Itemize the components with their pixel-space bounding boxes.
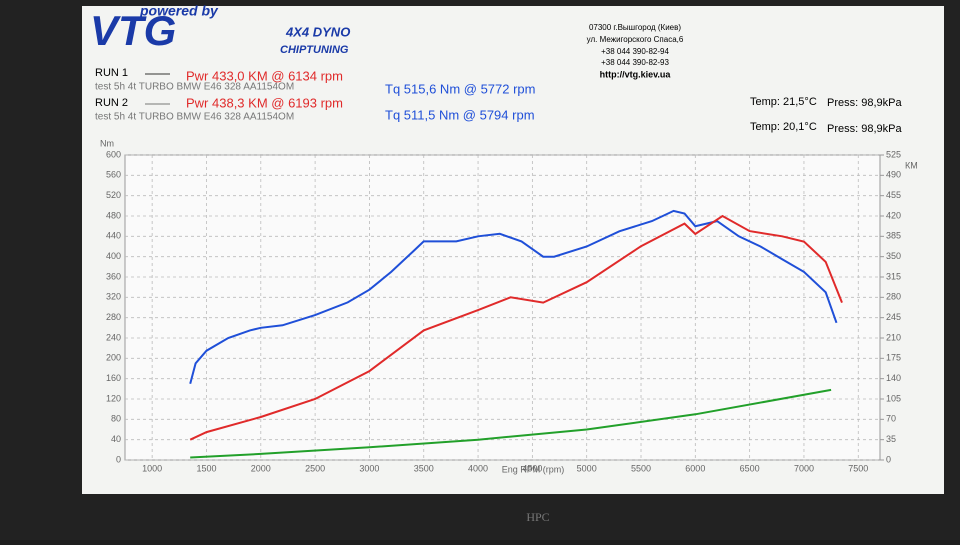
logo: VTG	[90, 7, 176, 54]
data-line	[189, 214, 843, 441]
y2-tick-label: 525	[886, 149, 901, 159]
y2-tick-label: 385	[886, 231, 901, 241]
y-tick-label: 480	[106, 210, 121, 220]
x-tick-label: 7000	[794, 463, 814, 473]
x-tick-label: 3000	[359, 463, 379, 473]
powered-by: powered by	[139, 3, 219, 19]
test-label: test 5h 4t TURBO BMW E46 328 AA1154OM	[95, 112, 294, 123]
y-tick-label: 40	[111, 434, 121, 444]
y-tick-label: 120	[106, 393, 121, 403]
x-tick-label: 6000	[685, 463, 705, 473]
x-axis-label: Eng RPM (rpm)	[502, 464, 565, 474]
url: http://vtg.kiev.ua	[600, 69, 672, 79]
x-tick-label: 2500	[305, 463, 325, 473]
y-axis-label: Nm	[100, 138, 114, 148]
x-tick-label: 1500	[196, 463, 216, 473]
x-tick-label: 7500	[848, 463, 868, 473]
temperature: Temp: 21,5°C	[750, 96, 817, 108]
y-tick-label: 360	[106, 271, 121, 281]
y-tick-label: 400	[106, 251, 121, 261]
x-tick-label: 6500	[740, 463, 760, 473]
y2-tick-label: 350	[886, 251, 901, 261]
dyno-label: 4X4 DYNO	[285, 24, 350, 39]
x-tick-label: 4500	[522, 463, 542, 473]
y-tick-label: 200	[106, 353, 121, 363]
y-tick-label: 280	[106, 312, 121, 322]
y2-tick-label: 35	[886, 434, 896, 444]
data-line	[189, 209, 838, 385]
x-tick-label: 4000	[468, 463, 488, 473]
run-label: RUN 1	[95, 67, 128, 79]
x-tick-label: 2000	[251, 463, 271, 473]
y-tick-label: 80	[111, 414, 121, 424]
y2-tick-label: 245	[886, 312, 901, 322]
y-tick-label: 560	[106, 170, 121, 180]
y2-tick-label: 420	[886, 210, 901, 220]
y2-axis-label: КМ	[905, 160, 918, 170]
x-tick-label: 5500	[631, 463, 651, 473]
y2-tick-label: 315	[886, 271, 901, 281]
y2-tick-label: 175	[886, 353, 901, 363]
temperature: Temp: 20,1°C	[750, 121, 817, 133]
y-tick-label: 160	[106, 373, 121, 383]
address: +38 044 390-82-94	[601, 47, 669, 56]
y-tick-label: 520	[106, 190, 121, 200]
x-tick-label: 5000	[577, 463, 597, 473]
torque-peak: Tq 511,5 Nm @ 5794 rpm	[385, 107, 535, 122]
chiptuning-label: CHIPTUNING	[280, 44, 349, 56]
y2-tick-label: 0	[886, 454, 891, 464]
data-line	[190, 388, 832, 459]
power-peak: Pwr 438,3 KM @ 6193 rpm	[186, 95, 343, 110]
power-peak: Pwr 433,0 KM @ 6134 rpm	[186, 68, 343, 83]
run-label: RUN 2	[95, 97, 128, 109]
torque-peak: Tq 515,6 Nm @ 5772 rpm	[385, 81, 535, 96]
address: 07300 г.Вышгород (Киев)	[589, 23, 681, 32]
monitor-brand: HPC	[526, 510, 549, 524]
pressure: Press: 98,9kPa	[827, 97, 902, 109]
y2-tick-label: 280	[886, 292, 901, 302]
plot-area	[124, 154, 881, 461]
y2-tick-label: 105	[886, 393, 901, 403]
y2-tick-label: 455	[886, 190, 901, 200]
x-tick-label: 3500	[414, 463, 434, 473]
address: ул. Межигорского Спаса,6	[587, 35, 684, 44]
y-tick-label: 320	[106, 292, 121, 302]
y-tick-label: 600	[106, 149, 121, 159]
y-tick-label: 240	[106, 332, 121, 342]
y2-tick-label: 210	[886, 332, 901, 342]
pressure: Press: 98,9kPa	[827, 123, 902, 135]
y2-tick-label: 140	[886, 373, 901, 383]
test-label: test 5h 4t TURBO BMW E46 328 AA1154OM	[95, 82, 294, 93]
address: +38 044 390-82-93	[601, 58, 669, 67]
y-tick-label: 0	[116, 454, 121, 464]
y2-tick-label: 490	[886, 170, 901, 180]
y2-tick-label: 70	[886, 414, 896, 424]
y-tick-label: 440	[106, 231, 121, 241]
x-tick-label: 1000	[142, 463, 162, 473]
